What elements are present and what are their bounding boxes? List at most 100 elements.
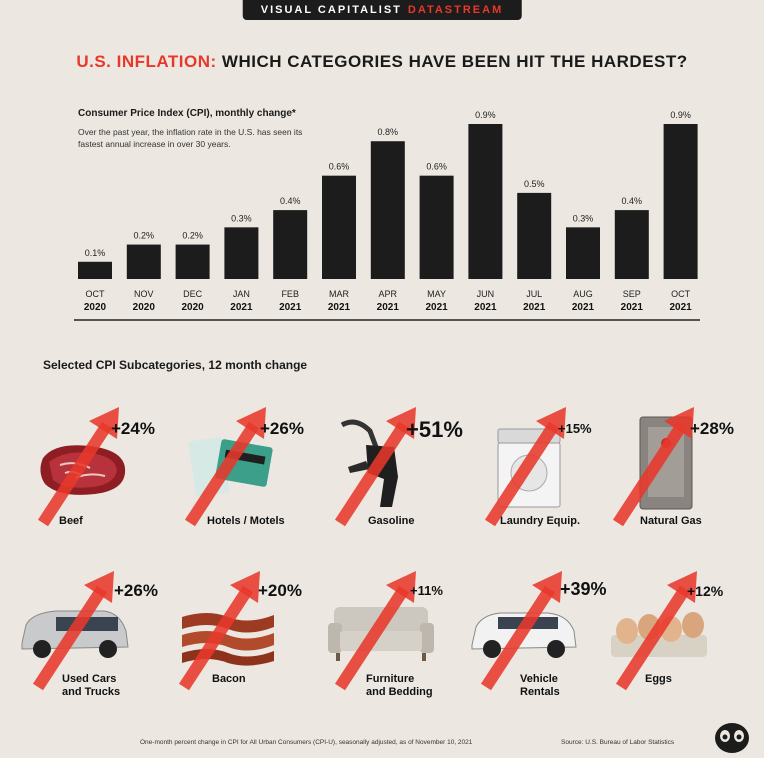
x-tick-year: 2021 [377,302,400,313]
subcategory-label: Gasoline [368,515,415,527]
x-tick-month: AUG [573,289,593,299]
cpi-bar [468,124,503,279]
brand-accent: DATASTREAM [407,4,504,16]
chart-title: Consumer Price Index (CPI), monthly chan… [78,108,296,119]
x-tick-month: DEC [183,289,203,299]
subcategory-natural-gas: +28% Natural Gas [608,395,758,535]
cpi-bar [175,244,210,279]
bar-value-label: 0.1% [85,248,106,258]
footnote: One-month percent change in CPI for All … [140,739,473,746]
bar-value-label: 0.3% [231,213,252,223]
x-tick-month: MAY [427,289,446,299]
increase-arrow-icon [32,571,114,691]
brand-banner: VISUAL CAPITALIST DATASTREAM [242,0,522,20]
page-title: U.S. INFLATION: WHICH CATEGORIES HAVE BE… [0,52,764,72]
x-tick-month: FEB [281,289,299,299]
bar-value-label: 0.4% [622,196,643,206]
x-tick-year: 2021 [328,302,351,313]
x-tick-year: 2021 [523,302,546,313]
increase-arrow-icon [334,571,416,691]
change-value: +26% [114,581,158,600]
change-value: +11% [410,583,443,598]
brand-name: VISUAL CAPITALIST [260,4,402,16]
x-tick-month: MAR [329,289,350,299]
change-value: +12% [687,583,724,599]
increase-arrow-icon [37,407,119,527]
change-value: +20% [258,581,302,600]
subcategory-laundry: +15% Laundry Equip. [480,395,630,535]
cpi-bar [322,175,356,279]
title-text: WHICH CATEGORIES HAVE BEEN HIT THE HARDE… [221,52,688,71]
subcategory-label: Natural Gas [640,515,702,527]
x-tick-year: 2021 [572,302,595,313]
x-tick-year: 2020 [133,302,156,313]
subcategory-vehicle-rentals: +39% Vehicle Rentals [464,555,614,698]
x-tick-month: JUN [477,289,495,299]
cpi-bar [566,227,600,279]
bar-value-label: 0.5% [524,179,545,189]
x-tick-year: 2021 [230,302,253,313]
x-tick-year: 2020 [181,302,204,313]
subcategories-heading: Selected CPI Subcategories, 12 month cha… [43,358,308,372]
title-highlight: U.S. INFLATION: [76,52,217,71]
x-tick-year: 2021 [279,302,302,313]
source-credit: Source: U.S. Bureau of Labor Statistics [561,739,675,746]
subcategory-furniture: +11% Furniture and Bedding [322,555,472,698]
x-tick-month: JAN [233,289,250,299]
x-tick-month: NOV [134,289,154,299]
x-tick-month: OCT [671,289,691,299]
subcategory-label: Laundry Equip. [500,515,581,527]
change-value: +51% [406,417,463,442]
cpi-bar [224,227,259,279]
bar-value-label: 0.8% [378,127,399,137]
increase-arrow-icon [480,571,562,691]
cpi-bar-chart: 0.1% OCT 2020 0.2% NOV 2020 0.2% DEC 2020 0.3% JAN… [74,110,700,321]
cpi-bar [517,192,552,279]
bar-value-label: 0.9% [475,110,496,120]
change-value: +15% [558,421,592,436]
cpi-bar [126,244,161,279]
bar-value-label: 0.2% [182,231,203,241]
subcategory-eggs: +12% Eggs [605,555,755,695]
bar-value-label: 0.6% [426,162,447,172]
cpi-bar [78,261,112,279]
subcategory-label: Used Cars and Trucks [62,673,121,698]
change-value: +39% [560,579,607,599]
x-tick-month: APR [379,289,398,299]
cpi-bar [273,210,308,279]
subcategory-bacon: +20% Bacon [170,555,320,695]
bar-value-label: 0.4% [280,196,301,206]
change-value: +28% [690,419,734,438]
bar-value-label: 0.9% [670,110,691,120]
subcategory-label: Beef [59,515,83,527]
cpi-bar [614,210,649,279]
cpi-bar [370,141,405,279]
subcategory-gasoline: +51% Gasoline [330,395,480,535]
cpi-bar [663,124,698,279]
x-tick-year: 2021 [474,302,497,313]
x-tick-year: 2021 [425,302,448,313]
x-tick-month: SEP [623,289,641,299]
subcategory-label: Eggs [645,673,672,685]
increase-arrow-icon [612,407,694,527]
increase-arrow-icon [178,571,260,691]
subcategory-label: Bacon [212,673,246,685]
increase-arrow-icon [334,407,416,527]
bar-value-label: 0.2% [134,231,155,241]
subcategory-label: Furniture and Bedding [366,673,433,698]
visual-capitalist-logo-icon [715,723,749,753]
change-value: +24% [111,419,155,438]
eggs-icon [611,612,707,657]
change-value: +26% [260,419,304,438]
chart-subtitle: Over the past year, the inflation rate i… [78,127,303,149]
x-tick-year: 2021 [621,302,644,313]
x-tick-month: JUL [526,289,542,299]
increase-arrow-icon [615,571,697,691]
increase-arrow-icon [184,407,266,527]
increase-arrow-icon [484,407,566,527]
x-tick-month: OCT [86,289,106,299]
subcategory-label: Vehicle Rentals [520,673,560,698]
cpi-bar [419,175,454,279]
x-tick-year: 2021 [669,302,692,313]
subcategory-used-cars: +26% Used Cars and Trucks [14,555,164,698]
